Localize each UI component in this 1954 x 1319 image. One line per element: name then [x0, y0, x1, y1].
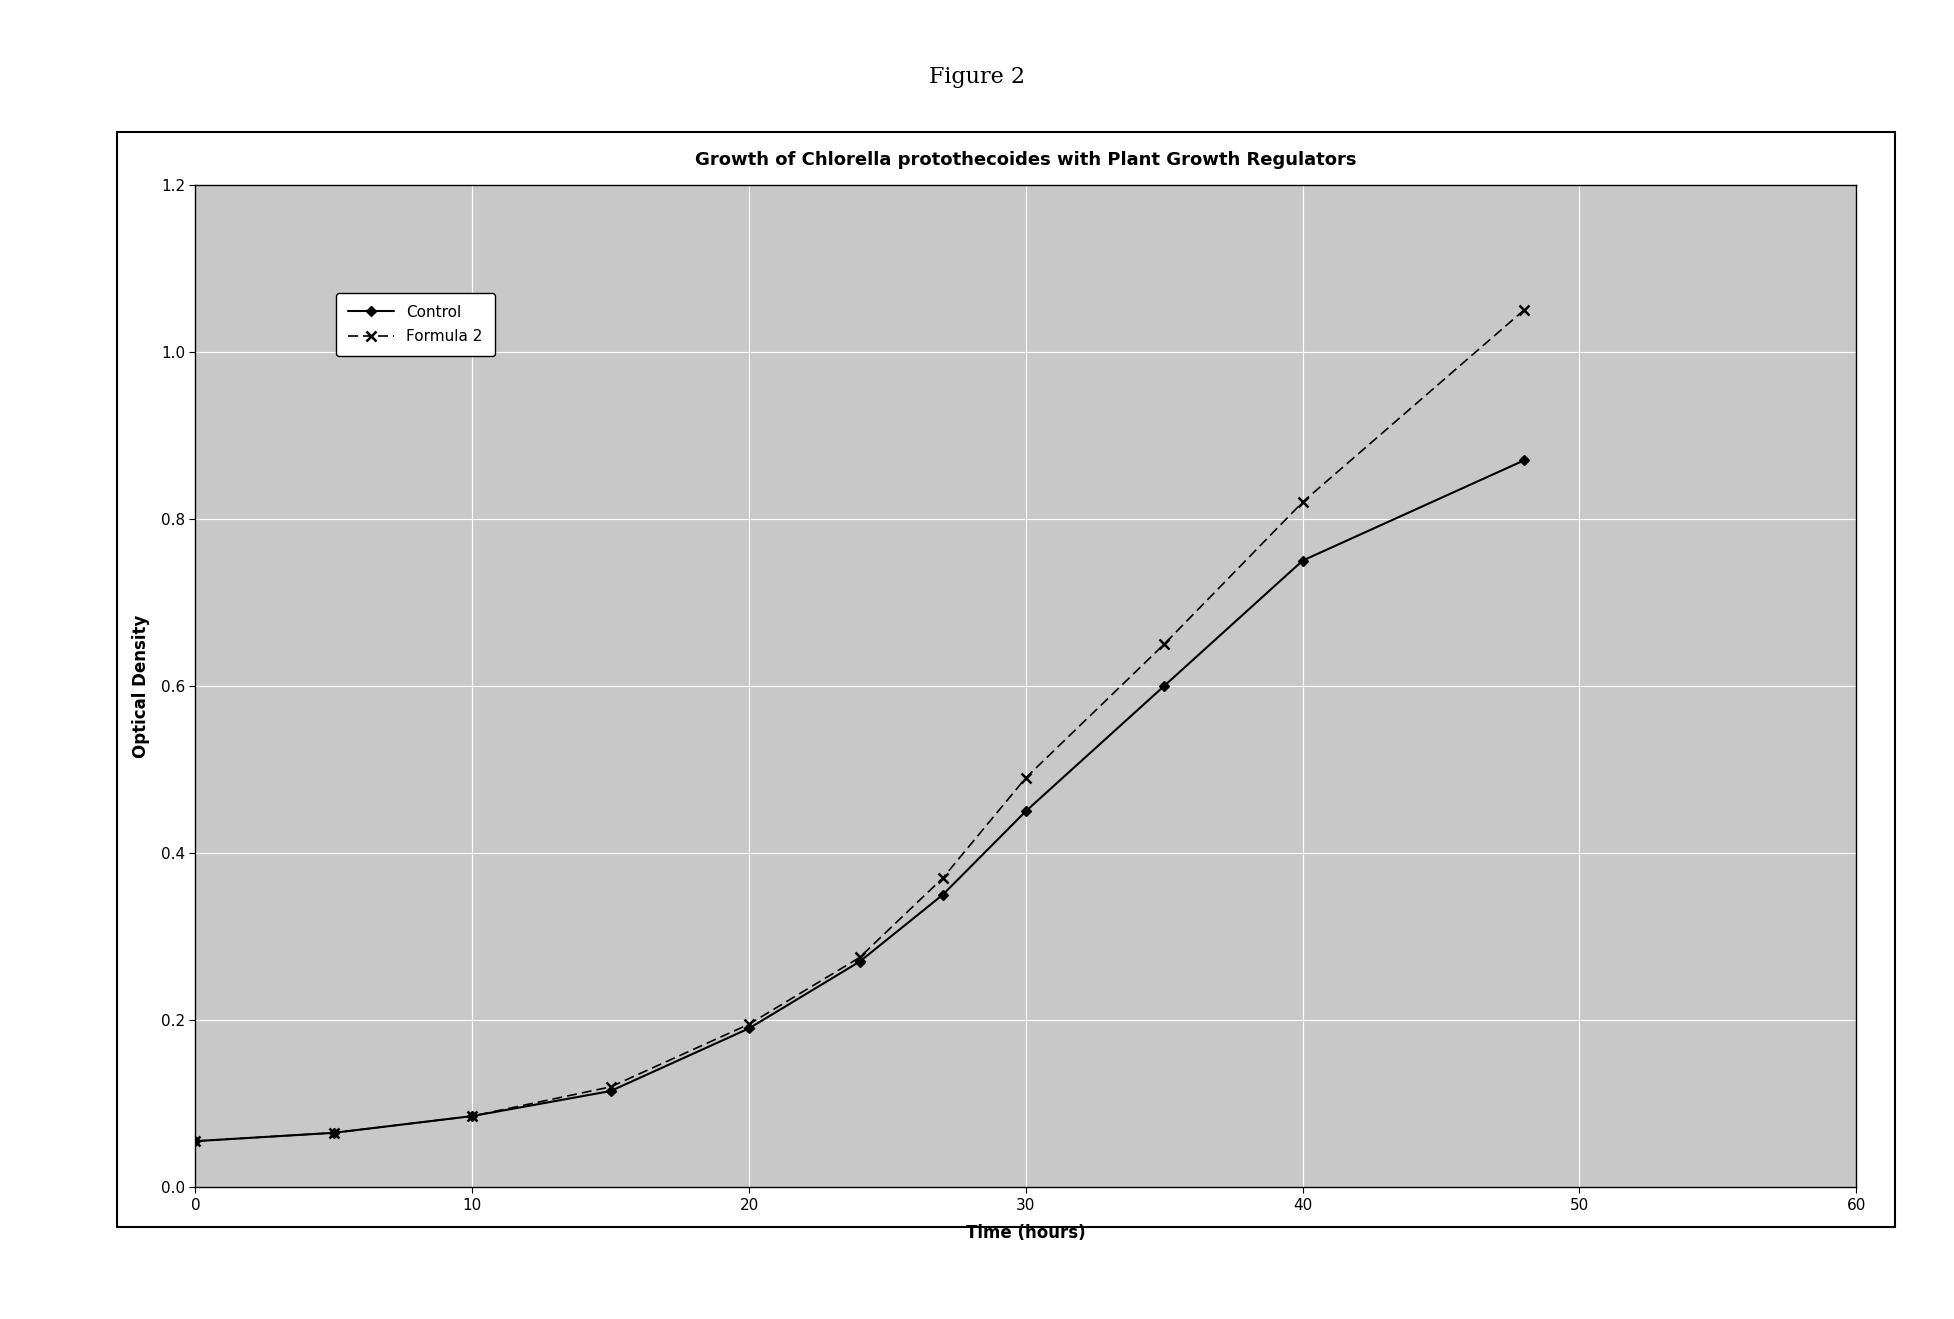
Control: [737, 1021, 760, 1037]
Formula 2: [598, 1079, 621, 1095]
Line: Formula 2: Formula 2: [191, 305, 1528, 1146]
Control: [1512, 452, 1536, 468]
Legend: Control, Formula 2: Control, Formula 2: [336, 293, 494, 356]
Formula 2: [737, 1016, 760, 1031]
Control: [322, 1125, 346, 1141]
Control: [1153, 678, 1176, 694]
Control: [1292, 553, 1315, 568]
Formula 2: [184, 1133, 207, 1149]
Formula 2: [930, 871, 954, 886]
Formula 2: [1014, 770, 1038, 786]
Control: [1014, 803, 1038, 819]
Formula 2: [1292, 495, 1315, 510]
Text: Figure 2: Figure 2: [928, 66, 1026, 88]
Formula 2: [322, 1125, 346, 1141]
X-axis label: Time (hours): Time (hours): [965, 1224, 1086, 1241]
Control: [598, 1083, 621, 1099]
Control: [461, 1108, 485, 1124]
Control: [848, 954, 871, 969]
Line: Control: Control: [191, 456, 1528, 1145]
Control: [184, 1133, 207, 1149]
Formula 2: [1512, 302, 1536, 318]
Formula 2: [848, 950, 871, 966]
Control: [930, 886, 954, 902]
Formula 2: [1153, 636, 1176, 652]
Title: Growth of Chlorella protothecoides with Plant Growth Regulators: Growth of Chlorella protothecoides with …: [696, 152, 1356, 169]
Formula 2: [461, 1108, 485, 1124]
Y-axis label: Optical Density: Optical Density: [131, 615, 150, 757]
